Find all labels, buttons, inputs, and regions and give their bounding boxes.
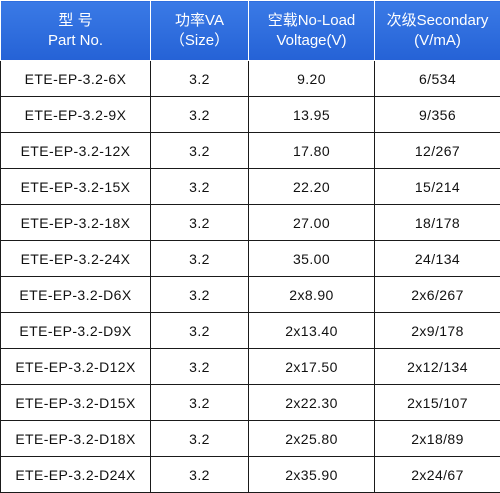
cell-part-no: ETE-EP-3.2-D18X [1, 421, 151, 457]
cell-secondary: 9/356 [375, 97, 500, 133]
table-row: ETE-EP-3.2-15X 3.2 22.20 15/214 [1, 169, 500, 205]
cell-voltage: 9.20 [249, 61, 375, 97]
header-secondary: 次级Secondary (V/mA) [375, 1, 500, 61]
header-voltage-line2: Voltage(V) [249, 31, 374, 51]
cell-voltage: 22.20 [249, 169, 375, 205]
cell-part-no: ETE-EP-3.2-12X [1, 133, 151, 169]
cell-secondary: 18/178 [375, 205, 500, 241]
cell-secondary: 12/267 [375, 133, 500, 169]
cell-voltage: 2x22.30 [249, 385, 375, 421]
cell-secondary: 2x15/107 [375, 385, 500, 421]
header-part-no-en: Part No. [1, 31, 150, 51]
cell-secondary: 15/214 [375, 169, 500, 205]
table-row: ETE-EP-3.2-9X 3.2 13.95 9/356 [1, 97, 500, 133]
table-row: ETE-EP-3.2-24X 3.2 35.00 24/134 [1, 241, 500, 277]
cell-part-no: ETE-EP-3.2-15X [1, 169, 151, 205]
cell-size: 3.2 [151, 205, 249, 241]
cell-secondary: 6/534 [375, 61, 500, 97]
cell-voltage: 13.95 [249, 97, 375, 133]
cell-size: 3.2 [151, 169, 249, 205]
cell-size: 3.2 [151, 421, 249, 457]
cell-voltage: 2x8.90 [249, 277, 375, 313]
cell-secondary: 2x24/67 [375, 457, 500, 493]
table-row: ETE-EP-3.2-D24X 3.2 2x35.90 2x24/67 [1, 457, 500, 493]
cell-voltage: 27.00 [249, 205, 375, 241]
table-row: ETE-EP-3.2-12X 3.2 17.80 12/267 [1, 133, 500, 169]
table-row: ETE-EP-3.2-D15X 3.2 2x22.30 2x15/107 [1, 385, 500, 421]
table-row: ETE-EP-3.2-D12X 3.2 2x17.50 2x12/134 [1, 349, 500, 385]
cell-part-no: ETE-EP-3.2-D12X [1, 349, 151, 385]
table-row: ETE-EP-3.2-D6X 3.2 2x8.90 2x6/267 [1, 277, 500, 313]
cell-part-no: ETE-EP-3.2-6X [1, 61, 151, 97]
cell-voltage: 2x35.90 [249, 457, 375, 493]
header-part-no-cn: 型 号 [1, 11, 150, 31]
cell-size: 3.2 [151, 241, 249, 277]
cell-voltage: 2x17.50 [249, 349, 375, 385]
header-secondary-line2: (V/mA) [375, 31, 500, 51]
cell-size: 3.2 [151, 277, 249, 313]
header-secondary-line1: 次级Secondary [375, 11, 500, 31]
cell-part-no: ETE-EP-3.2-D9X [1, 313, 151, 349]
cell-voltage: 2x25.80 [249, 421, 375, 457]
table-row: ETE-EP-3.2-18X 3.2 27.00 18/178 [1, 205, 500, 241]
cell-size: 3.2 [151, 457, 249, 493]
cell-size: 3.2 [151, 133, 249, 169]
cell-voltage: 2x13.40 [249, 313, 375, 349]
header-voltage-line1: 空载No-Load [249, 11, 374, 31]
cell-secondary: 24/134 [375, 241, 500, 277]
cell-part-no: ETE-EP-3.2-D15X [1, 385, 151, 421]
cell-part-no: ETE-EP-3.2-18X [1, 205, 151, 241]
cell-size: 3.2 [151, 61, 249, 97]
cell-secondary: 2x9/178 [375, 313, 500, 349]
header-no-load-voltage: 空载No-Load Voltage(V) [249, 1, 375, 61]
cell-size: 3.2 [151, 385, 249, 421]
cell-voltage: 35.00 [249, 241, 375, 277]
cell-part-no: ETE-EP-3.2-9X [1, 97, 151, 133]
header-row: 型 号 Part No. 功率VA （Size） 空载No-Load Volta… [1, 1, 500, 61]
cell-part-no: ETE-EP-3.2-24X [1, 241, 151, 277]
cell-secondary: 2x12/134 [375, 349, 500, 385]
cell-part-no: ETE-EP-3.2-D6X [1, 277, 151, 313]
cell-part-no: ETE-EP-3.2-D24X [1, 457, 151, 493]
header-size-line2: （Size） [151, 31, 248, 51]
table-row: ETE-EP-3.2-D9X 3.2 2x13.40 2x9/178 [1, 313, 500, 349]
header-size: 功率VA （Size） [151, 1, 249, 61]
table-body: ETE-EP-3.2-6X 3.2 9.20 6/534 ETE-EP-3.2-… [1, 61, 500, 493]
table-row: ETE-EP-3.2-6X 3.2 9.20 6/534 [1, 61, 500, 97]
cell-secondary: 2x6/267 [375, 277, 500, 313]
cell-size: 3.2 [151, 313, 249, 349]
header-size-line1: 功率VA [151, 11, 248, 31]
cell-size: 3.2 [151, 349, 249, 385]
cell-voltage: 17.80 [249, 133, 375, 169]
cell-size: 3.2 [151, 97, 249, 133]
cell-secondary: 2x18/89 [375, 421, 500, 457]
table-header: 型 号 Part No. 功率VA （Size） 空载No-Load Volta… [1, 1, 500, 61]
table-row: ETE-EP-3.2-D18X 3.2 2x25.80 2x18/89 [1, 421, 500, 457]
header-part-no: 型 号 Part No. [1, 1, 151, 61]
